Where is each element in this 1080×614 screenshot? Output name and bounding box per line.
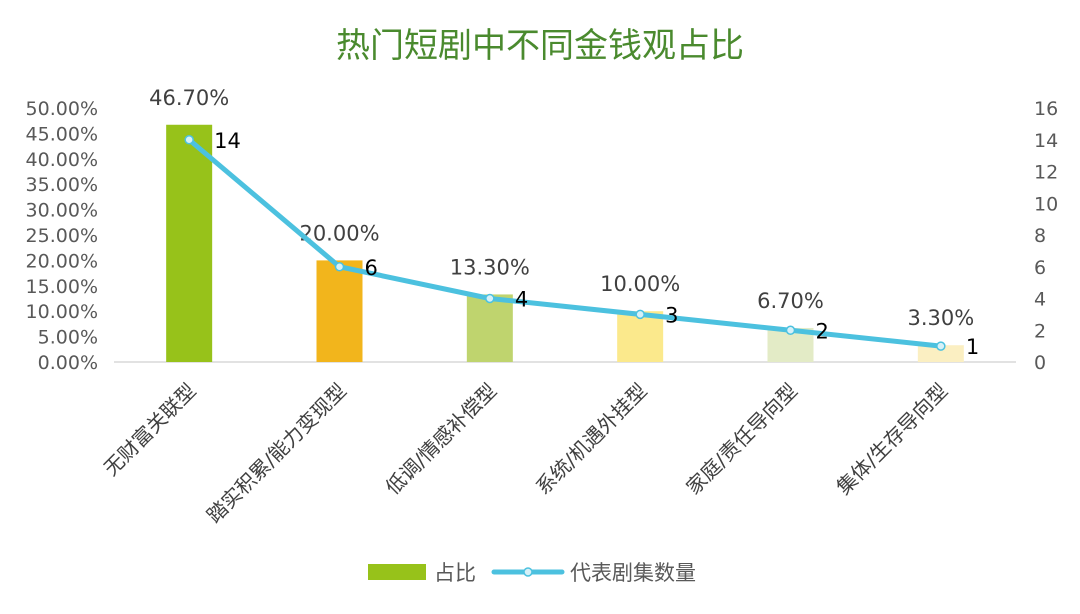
line-point [184,135,194,145]
legend-bar-label: 占比 [434,561,476,585]
bar-data-label: 10.00% [600,272,680,296]
chart-title: 热门短剧中不同金钱观占比 [336,26,744,66]
bar-data-label: 6.70% [757,289,824,313]
legend-line-label: 代表剧集数量 [570,561,696,585]
y-right-tick-label: 6 [1034,257,1046,279]
y-left-tick-label: 20.00% [26,250,98,272]
x-tick-label: 系统/机遇外挂型 [531,379,652,500]
line-data-label: 3 [665,303,678,327]
line-data-label: 1 [966,335,979,359]
bar-data-label: 46.70% [149,86,229,110]
y-right-tick-label: 16 [1034,98,1058,120]
x-tick-label: 集体/生存导向型 [832,379,953,500]
y-right-tick-label: 14 [1034,130,1058,152]
y-right-tick-label: 4 [1034,289,1046,311]
y-left-tick-label: 25.00% [26,225,98,247]
y-left-tick-label: 45.00% [26,123,98,145]
line-data-label: 2 [816,319,829,343]
legend-line-marker [523,567,533,577]
line-point [635,309,645,320]
line-point [785,325,796,335]
line-data-label: 14 [214,129,241,153]
bar [316,260,363,362]
y-left-tick-label: 30.00% [26,200,98,222]
legend-bar-swatch [368,564,426,580]
y-right-tick-label: 12 [1034,162,1058,184]
y-left-tick-label: 15.00% [26,276,98,298]
line-point [485,293,495,304]
bar-data-label: 13.30% [450,255,530,279]
y-left-tick-label: 50.00% [26,98,98,120]
x-tick-label: 低调/情感补偿型 [381,379,502,500]
line-point [936,341,946,351]
y-left-tick-label: 40.00% [26,149,98,171]
y-right-tick-label: 8 [1034,225,1046,247]
y-left-tick-label: 10.00% [26,301,98,323]
y-right-tick-label: 10 [1034,193,1058,215]
bar [917,345,964,362]
y-left-tick-label: 35.00% [26,174,98,196]
x-tick-label: 无财富关联型 [99,379,201,481]
y-right-tick-label: 0 [1034,352,1046,374]
y-right-tick-label: 2 [1034,320,1046,342]
bar-data-label: 3.30% [907,306,974,330]
bar [466,294,513,362]
bar [617,311,664,362]
line-data-label: 4 [515,288,528,312]
y-left-tick-label: 0.00% [38,352,98,374]
line-data-label: 6 [365,256,378,280]
x-tick-label: 踏实积累/能力变现型 [202,379,351,528]
y-left-tick-label: 5.00% [38,327,98,349]
series-line [186,137,944,349]
x-tick-label: 家庭/责任导向型 [681,379,802,500]
line-point [334,262,345,272]
bar [166,124,213,362]
